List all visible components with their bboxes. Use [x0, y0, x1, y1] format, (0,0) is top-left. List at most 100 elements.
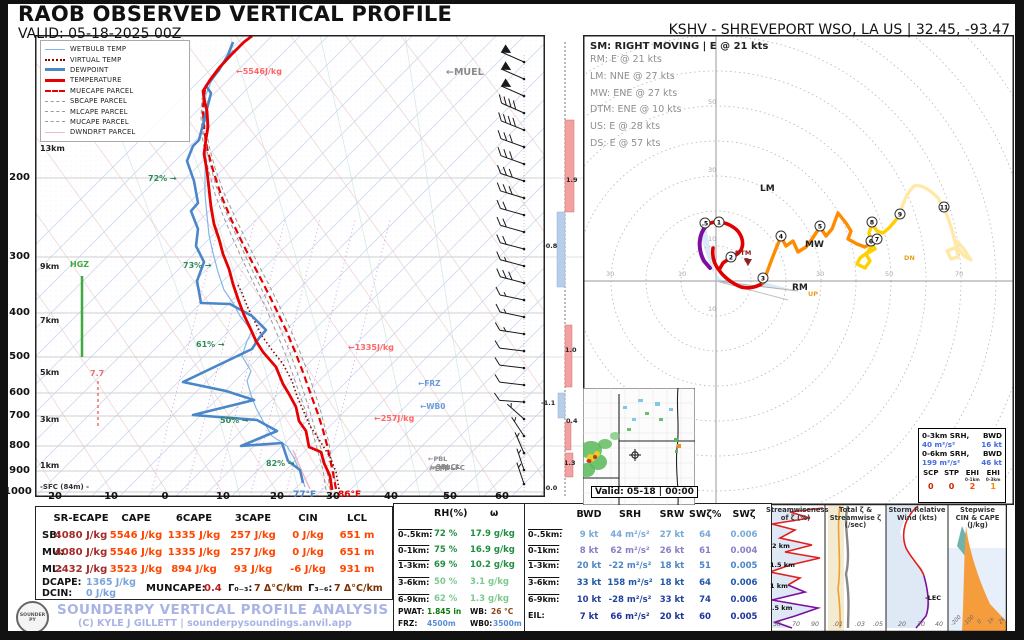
cell: 27 kt: [659, 530, 685, 540]
pressure-tick: 600: [9, 387, 30, 398]
ring-label: 50: [708, 98, 717, 106]
legend-label: VIRTUAL TEMP: [70, 55, 122, 64]
cell: 60: [699, 612, 711, 622]
omega-value: -0.0: [543, 484, 558, 492]
dn-label: DN: [904, 254, 915, 262]
frame-left: [0, 0, 8, 640]
cell: 651 m: [339, 530, 375, 541]
dtm-label: DTM: [735, 249, 752, 257]
cell: -6 J/kg: [290, 564, 326, 575]
frz-label: FRZ:: [398, 619, 418, 628]
energy-table: SR-ECAPE CAPE 6CAPE 3CAPE CIN LCL SB: 40…: [35, 506, 393, 600]
cell: 257 J/kg: [230, 530, 276, 541]
temp-tick: 20: [270, 491, 284, 502]
sounderpy-logo: SOUNDER PY: [16, 601, 49, 634]
ehi03-value: 1: [990, 482, 996, 491]
lfc-annotation: ←MULFC: [432, 464, 465, 472]
valid-time: VALID: 05-18-2025 00Z: [18, 26, 182, 42]
cell: 26 kt: [659, 546, 685, 556]
shear-header: SWζ: [732, 509, 756, 520]
mucape-line-swatch: [45, 121, 65, 123]
srh-03-label: 0-3km SRH,: [922, 431, 970, 440]
ring-label: 10: [678, 270, 687, 278]
footer-credit: (C) KYLE J GILLETT | sounderpysoundings.…: [78, 618, 352, 629]
axis-tick: .01: [833, 621, 844, 628]
layer-label: 6-9km:: [398, 595, 430, 604]
cell: 18 kt: [659, 561, 685, 571]
rh-value: 69 %: [434, 560, 458, 570]
cell: 74: [699, 595, 711, 605]
height-tick: 5km: [40, 368, 60, 377]
pressure-tick: 900: [9, 465, 30, 476]
cell: -22 m²/s²: [608, 561, 652, 571]
height-tick: 9km: [40, 262, 60, 271]
frz-annotation: ←FRZ: [418, 379, 441, 388]
axis-tick: 20: [898, 621, 907, 628]
radar-inset-map: [583, 388, 695, 505]
cell: 9 kt: [579, 530, 599, 540]
level-label: 2 km: [772, 542, 790, 550]
w-value: 16.9 g/kg: [470, 545, 515, 555]
col-header: 3CAPE: [234, 513, 272, 524]
pressure-tick: 700: [9, 410, 30, 421]
panel1-title: Streamwiseness of ζ (%): [766, 506, 829, 522]
muncape-value: 0.4: [204, 583, 222, 594]
cell: 5546 J/kg: [109, 530, 163, 541]
layer-label: 1-3km:: [398, 561, 430, 570]
ring-label: 50: [885, 270, 894, 278]
pressure-tick: 500: [9, 351, 30, 362]
col-header: LCL: [346, 513, 368, 524]
legend-label: WETBULB TEMP: [70, 45, 127, 54]
cell: 61: [699, 546, 711, 556]
temp-tick: 50: [443, 491, 457, 502]
total-vorticity-line: [844, 505, 850, 629]
col-header: SR-ECAPE: [53, 513, 109, 524]
moisture-shear-box: RH(%) ω 0-.5km: 72 % 17.9 g/kg 0-1km: 75…: [393, 503, 772, 634]
muecape-line-swatch: [45, 89, 65, 92]
panel4-title-line2: CIN & CAPE: [955, 513, 1000, 522]
cell: 0.004: [730, 546, 758, 556]
panel4-title-line3: (J/kg): [967, 521, 988, 530]
srh-06-label: 0-6km SRH,: [922, 449, 970, 458]
svg-text:8: 8: [870, 220, 874, 227]
gamma03-label: Γ₀₋₃:: [228, 583, 253, 594]
srw-line-upper: [902, 505, 925, 577]
stp-value: 0: [948, 482, 955, 491]
axis-tick: 90: [811, 621, 820, 628]
wb0-value: 3500m: [493, 619, 522, 628]
stepwise-cape-fill: [962, 526, 1007, 632]
axis-tick: .05: [873, 621, 884, 628]
cell: 0 J/kg: [292, 530, 324, 541]
dcape-label: DCAPE:: [42, 577, 82, 588]
cape-annotation: ←257J/kg: [374, 414, 415, 423]
legend-label: TEMPERATURE: [70, 76, 122, 85]
scp-header: SCP: [923, 469, 939, 477]
wind-barbs: [493, 44, 531, 486]
panel3-title-line1: Storm Relative: [888, 506, 946, 514]
ehi01-value: 2: [969, 482, 976, 491]
height-tick: 1km: [40, 461, 60, 470]
cape-annotation: ←5546J/kg: [236, 67, 282, 76]
w-value: 10.2 g/kg: [470, 560, 515, 570]
cell: 2432 J/kg: [54, 564, 108, 575]
cell: 0.005: [730, 561, 758, 571]
pressure-tick: 200: [9, 172, 30, 183]
lm-label: LM: [760, 184, 775, 194]
dwndrft-line-swatch: [45, 131, 65, 133]
legend-label: MUECAPE PARCEL: [70, 86, 134, 95]
wb0-annotation: ←WB0: [420, 402, 446, 411]
panel2-title-line2: Streamwise ζ: [829, 513, 882, 522]
virtualtemp-line-swatch: [45, 58, 65, 61]
ring-label: 70: [955, 270, 964, 278]
cell: 0 J/kg: [292, 547, 324, 558]
omega-value: -0.8: [543, 242, 558, 250]
w-value: 1.3 g/kg: [470, 594, 509, 604]
lec-label: -LEC: [925, 594, 942, 602]
svg-text:3: 3: [761, 276, 765, 283]
svg-text:6: 6: [869, 239, 873, 246]
cell: 931 m: [339, 564, 375, 575]
cell: 894 J/kg: [171, 564, 217, 575]
sfc-dewpoint-f: 77°F: [293, 490, 317, 500]
w-value: 17.9 g/kg: [470, 529, 515, 539]
srh-03-value: 40 m²/s²: [922, 440, 956, 449]
